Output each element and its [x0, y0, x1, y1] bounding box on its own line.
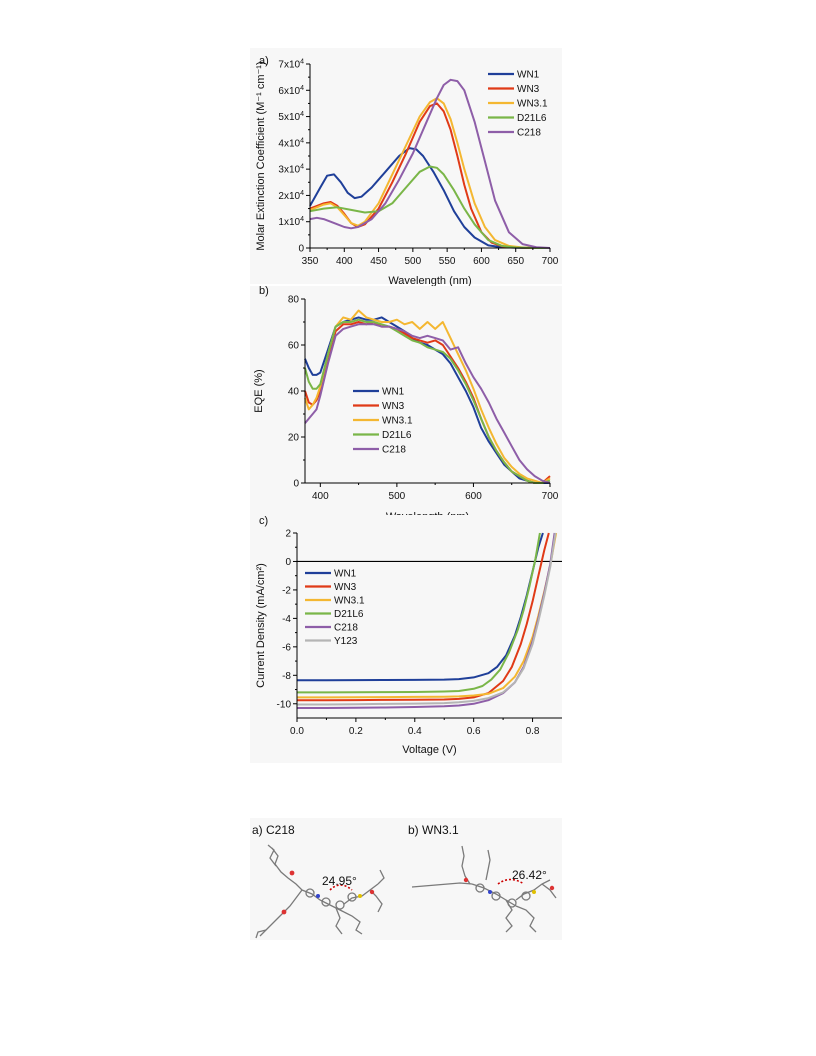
y-tick-label: 0: [298, 244, 304, 255]
y-tick-label: 3x104: [278, 164, 304, 176]
panel-label: a): [259, 55, 269, 67]
x-tick-label: 500: [389, 491, 406, 502]
x-axis-label: Voltage (V): [402, 744, 456, 756]
x-tick-label: 600: [473, 256, 490, 267]
legend-label: C218: [334, 623, 358, 634]
x-tick-label: 650: [507, 256, 524, 267]
legend-label: WN3: [334, 582, 357, 593]
series-line-c218: [309, 78, 551, 249]
dihedral-angle-a: 24.95°: [322, 874, 357, 888]
y-tick-label: 5x104: [278, 111, 304, 123]
legend-label: WN1: [382, 387, 405, 398]
legend-label: WN1: [517, 70, 540, 81]
series-line-d21l6: [304, 318, 551, 484]
structure-a-label: a) C218: [252, 823, 295, 837]
x-tick-label: 600: [465, 491, 482, 502]
y-tick-label: 0: [293, 479, 299, 490]
y-tick-label: 7x104: [278, 59, 304, 71]
legend: WN1 WN3 WN3.1 D21L6 C218 Y123: [305, 569, 365, 647]
y-tick-label: 2: [285, 529, 291, 540]
x-axis-label: Wavelength (nm): [388, 275, 471, 287]
y-tick-label: 2x104: [278, 190, 304, 202]
dihedral-arc-b: [497, 878, 525, 885]
y-tick-label: 40: [288, 387, 300, 398]
x-tick-label: 0.2: [349, 726, 363, 737]
series-line-d21l6: [297, 532, 541, 694]
legend-label: D21L6: [517, 113, 547, 124]
panel-label: c): [259, 515, 268, 527]
structure-panels: a) C218 b) WN3.1 24.95°: [250, 818, 562, 940]
charts: a)350 400 450 500 550 600 650 70001x1042x1043x1…: [250, 48, 562, 763]
legend-label: Y123: [334, 636, 358, 647]
chart-panel-background: [250, 515, 562, 763]
y-axis-label: Molar Extinction Coefficient (M⁻¹ cm⁻¹): [255, 61, 267, 250]
x-tick-label: 500: [405, 256, 422, 267]
legend-label: WN3.1: [382, 416, 413, 427]
y-tick-label: -10: [277, 699, 292, 710]
x-tick-label: 0.4: [408, 726, 422, 737]
structure-b-label: b) WN3.1: [408, 823, 459, 837]
legend-label: WN3: [517, 84, 540, 95]
x-tick-label: 0.6: [467, 726, 481, 737]
y-tick-label: 0: [285, 557, 291, 568]
y-tick-label: 4x104: [278, 137, 304, 149]
legend-label: WN3: [382, 401, 405, 412]
molecule-c218: [255, 844, 385, 939]
x-tick-label: 350: [302, 256, 319, 267]
x-tick-label: 0.8: [526, 726, 540, 737]
y-tick-label: -6: [282, 642, 291, 653]
y-tick-label: 20: [288, 433, 300, 444]
heteroatoms-c218: [281, 870, 375, 915]
legend: WN1 WN3 WN3.1 D21L6 C218: [488, 70, 548, 139]
chart-panel-c: c) 0.0 0.2 0.4 0.6 0.8 -10 -8 -6 -4 -2 0 2 Voltage (V…: [250, 515, 562, 763]
y-axis-label: EQE (%): [253, 369, 265, 412]
x-tick-label: 700: [542, 491, 559, 502]
y-tick-label: 6x104: [278, 85, 304, 97]
legend-label: C218: [382, 445, 406, 456]
series-line-y123: [297, 532, 557, 706]
x-tick-label: 450: [370, 256, 387, 267]
chart-panel-b: b)400500600700020406080Wavelength (nm)EQ…: [250, 285, 562, 526]
y-tick-label: 1x104: [278, 216, 304, 228]
legend-label: D21L6: [334, 609, 364, 620]
heteroatoms-wn3-1: [463, 877, 555, 894]
legend: WN1 WN3 WN3.1 D21L6 C218: [353, 387, 413, 456]
x-tick-label: 550: [439, 256, 456, 267]
legend-label: WN3.1: [334, 596, 365, 607]
dihedral-angle-b: 26.42°: [512, 868, 547, 882]
series-line-c218: [304, 323, 551, 484]
y-axis-label: Current Density (mA/cm²): [255, 563, 267, 688]
series-line-d21l6: [309, 165, 550, 249]
y-tick-label: -2: [282, 585, 291, 596]
y-tick-label: -8: [282, 671, 291, 682]
y-tick-label: 80: [288, 295, 300, 306]
chart-panel-a: a) 350 400 450 500 550 600 650 700 0 1x104 2x104 3x1…: [250, 48, 562, 287]
chart-panel-background: [250, 286, 562, 526]
legend-label: D21L6: [382, 430, 412, 441]
series-line-wn3-1: [309, 97, 550, 249]
panel-label: b): [259, 285, 269, 297]
x-tick-label: 400: [312, 491, 329, 502]
series-line-wn1: [309, 147, 550, 249]
x-tick-label: 700: [542, 256, 559, 267]
x-tick-label: 400: [336, 256, 353, 267]
x-tick-label: 0.0: [290, 726, 304, 737]
legend-label: C218: [517, 128, 541, 139]
legend-label: WN3.1: [517, 99, 548, 110]
y-tick-label: -4: [282, 614, 291, 625]
y-tick-label: 60: [288, 341, 300, 352]
legend-label: WN1: [334, 569, 357, 580]
